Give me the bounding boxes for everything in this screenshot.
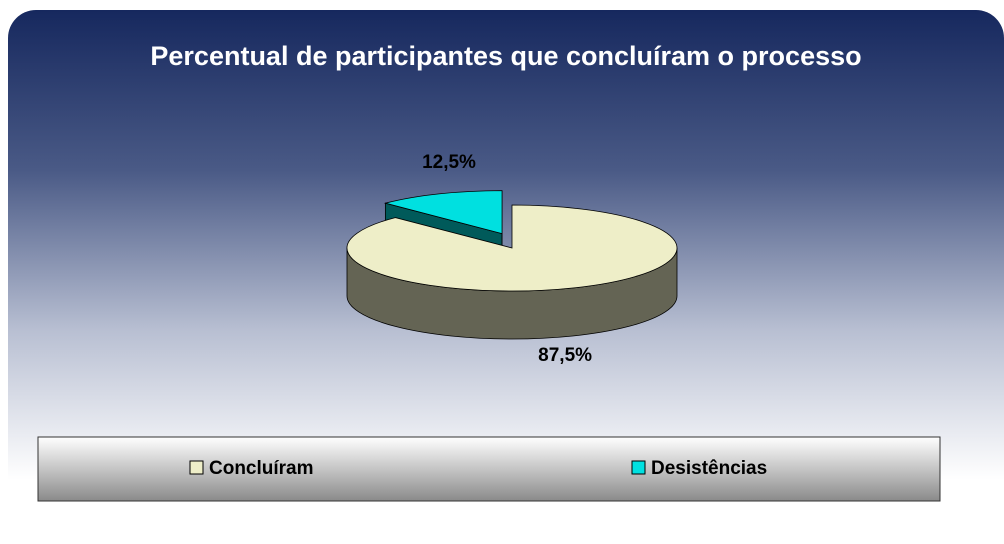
legend-label: Desistências	[651, 458, 767, 479]
legend-label: Concluíram	[209, 458, 314, 479]
data-label: 12,5%	[422, 152, 476, 173]
slice	[383, 190, 503, 235]
slice	[346, 204, 678, 292]
legend-box	[37, 436, 941, 502]
legend-swatch	[631, 460, 646, 475]
legend-swatch	[189, 460, 204, 475]
data-label: 87,5%	[538, 345, 592, 366]
chart-title: Percentual de participantes que concluír…	[150, 41, 862, 71]
